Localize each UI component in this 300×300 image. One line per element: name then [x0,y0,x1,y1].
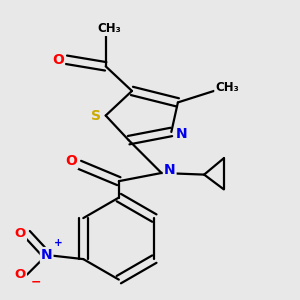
Text: −: − [30,275,41,288]
Text: +: + [54,238,63,248]
Text: O: O [15,227,26,240]
Text: O: O [52,53,64,67]
Text: CH₃: CH₃ [97,22,121,35]
Text: S: S [91,109,101,122]
Text: O: O [15,268,26,281]
Text: O: O [65,154,77,169]
Text: CH₃: CH₃ [215,81,239,94]
Text: N: N [164,163,176,177]
Text: N: N [41,248,52,262]
Text: N: N [176,127,187,141]
